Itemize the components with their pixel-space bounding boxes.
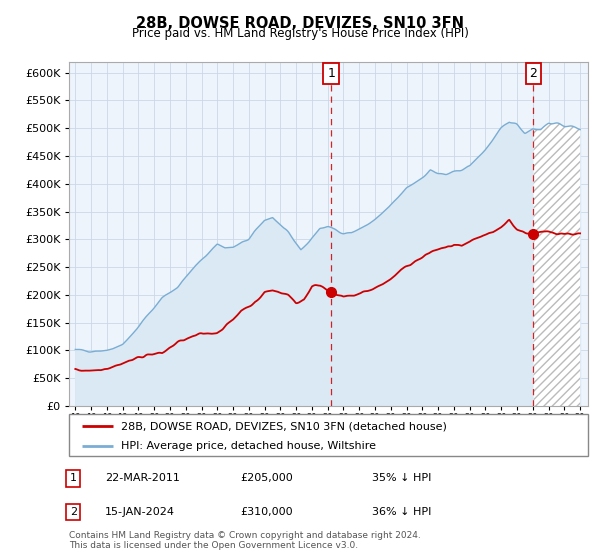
- Text: 28B, DOWSE ROAD, DEVIZES, SN10 3FN: 28B, DOWSE ROAD, DEVIZES, SN10 3FN: [136, 16, 464, 31]
- Text: 36% ↓ HPI: 36% ↓ HPI: [372, 507, 431, 517]
- Text: Contains HM Land Registry data © Crown copyright and database right 2024.
This d: Contains HM Land Registry data © Crown c…: [69, 530, 421, 550]
- Text: 28B, DOWSE ROAD, DEVIZES, SN10 3FN (detached house): 28B, DOWSE ROAD, DEVIZES, SN10 3FN (deta…: [121, 421, 447, 431]
- Text: 35% ↓ HPI: 35% ↓ HPI: [372, 473, 431, 483]
- Text: £205,000: £205,000: [240, 473, 293, 483]
- Text: 15-JAN-2024: 15-JAN-2024: [105, 507, 175, 517]
- FancyBboxPatch shape: [69, 414, 588, 456]
- Text: HPI: Average price, detached house, Wiltshire: HPI: Average price, detached house, Wilt…: [121, 441, 376, 451]
- Text: 2: 2: [70, 507, 77, 517]
- Text: £310,000: £310,000: [240, 507, 293, 517]
- Text: Price paid vs. HM Land Registry's House Price Index (HPI): Price paid vs. HM Land Registry's House …: [131, 27, 469, 40]
- Text: 22-MAR-2011: 22-MAR-2011: [105, 473, 180, 483]
- Text: 2: 2: [529, 67, 538, 80]
- Text: 1: 1: [327, 67, 335, 80]
- Text: 1: 1: [70, 473, 77, 483]
